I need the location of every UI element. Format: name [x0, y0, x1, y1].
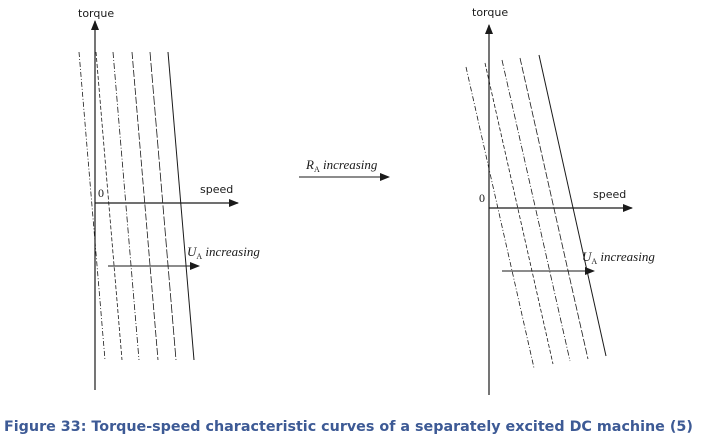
middle-annotation: RA increasing [299, 157, 390, 181]
left-origin-label: 0 [98, 186, 104, 200]
left-panel: torque speed 0 UA increasing [78, 7, 260, 390]
left-curve-1 [78, 51, 106, 361]
right-y-axis-label: torque [472, 6, 508, 19]
right-curve-1 [465, 66, 535, 369]
left-y-axis-label: torque [78, 7, 114, 20]
left-x-axis-label: speed [200, 183, 233, 196]
right-origin-label: 0 [479, 191, 485, 205]
right-characteristic-lines [465, 54, 607, 369]
left-curve-2 [95, 51, 123, 361]
right-curve-2 [484, 62, 554, 365]
torque-speed-figure: torque speed 0 UA increasing RA increasi… [78, 6, 655, 395]
left-curve-6 [167, 51, 195, 361]
figure-caption: Figure 33: Torque-speed characteristic c… [4, 419, 693, 435]
right-curve-5 [538, 54, 607, 357]
left-ua-annotation: UA increasing [187, 244, 260, 261]
left-curve-5 [149, 51, 177, 361]
left-curve-3 [112, 51, 140, 361]
left-characteristic-lines [78, 51, 195, 361]
ra-annotation: RA increasing [305, 157, 378, 174]
right-curve-3 [501, 59, 571, 362]
left-curve-4 [131, 51, 159, 361]
right-x-axis-label: speed [593, 188, 626, 201]
right-panel: torque speed 0 UA increasing [465, 6, 655, 395]
right-ua-annotation: UA increasing [582, 249, 655, 266]
